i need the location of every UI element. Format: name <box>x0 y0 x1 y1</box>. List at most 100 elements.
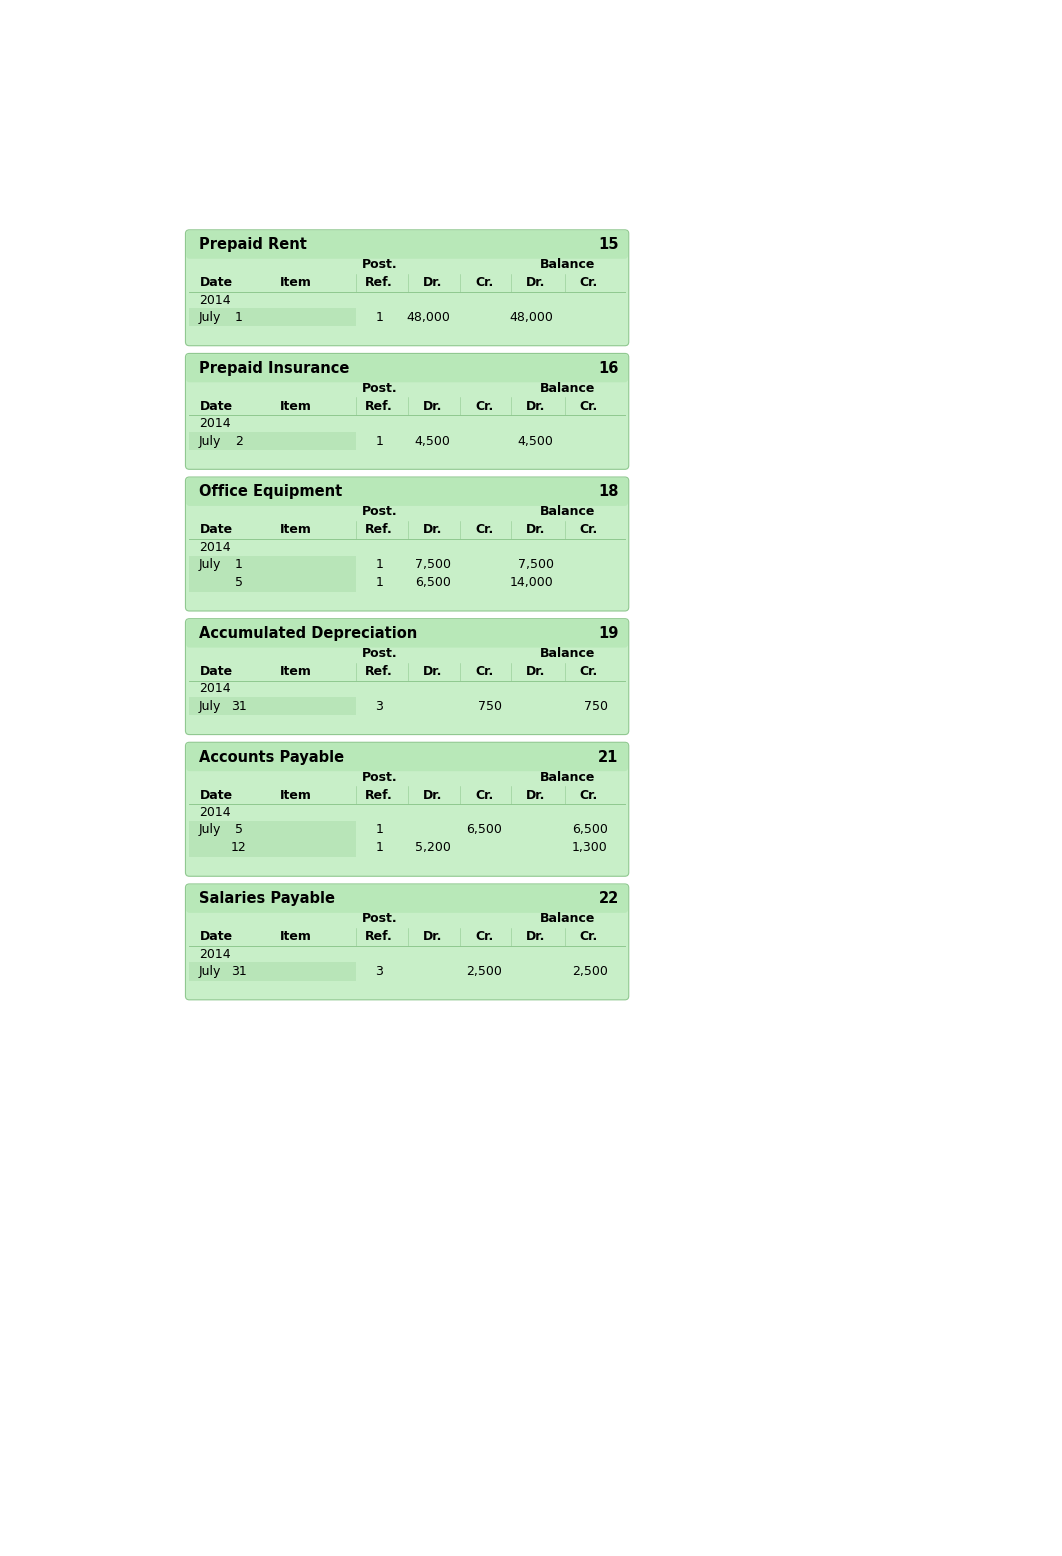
Text: Accounts Payable: Accounts Payable <box>200 750 344 764</box>
FancyBboxPatch shape <box>186 884 629 1001</box>
Text: Date: Date <box>200 664 234 678</box>
Text: Cr.: Cr. <box>580 400 598 412</box>
Text: 2,500: 2,500 <box>466 965 502 979</box>
Text: Item: Item <box>279 277 311 289</box>
Text: 18: 18 <box>598 484 619 499</box>
Text: 48,000: 48,000 <box>407 311 450 324</box>
Text: Balance: Balance <box>541 647 596 660</box>
Text: Dr.: Dr. <box>526 789 546 801</box>
Text: Cr.: Cr. <box>476 277 494 289</box>
Text: Cr.: Cr. <box>580 930 598 943</box>
Text: 2,500: 2,500 <box>572 965 607 979</box>
Text: Ref.: Ref. <box>365 789 393 801</box>
Text: Dr.: Dr. <box>423 523 443 537</box>
Text: Prepaid Rent: Prepaid Rent <box>200 237 307 252</box>
Text: July: July <box>199 700 221 713</box>
Text: 31: 31 <box>232 700 246 713</box>
Text: Dr.: Dr. <box>423 277 443 289</box>
Text: 1: 1 <box>375 311 383 324</box>
Text: 2014: 2014 <box>199 294 230 307</box>
Text: Dr.: Dr. <box>423 400 443 412</box>
Text: 2014: 2014 <box>199 417 230 429</box>
Text: Item: Item <box>279 400 311 412</box>
Text: Post.: Post. <box>361 258 397 271</box>
Text: Date: Date <box>200 523 234 537</box>
Bar <box>189 555 356 574</box>
Text: 4,500: 4,500 <box>517 434 553 448</box>
Text: 1: 1 <box>375 823 383 837</box>
Text: 2014: 2014 <box>199 948 230 960</box>
Text: 19: 19 <box>598 626 619 641</box>
Text: 7,500: 7,500 <box>517 559 553 571</box>
FancyBboxPatch shape <box>186 478 628 506</box>
Text: Date: Date <box>200 400 234 412</box>
Text: Balance: Balance <box>541 506 596 518</box>
Text: 12: 12 <box>232 842 246 854</box>
Text: Cr.: Cr. <box>580 277 598 289</box>
Text: Dr.: Dr. <box>423 664 443 678</box>
Text: Salaries Payable: Salaries Payable <box>200 892 336 906</box>
Text: 4,500: 4,500 <box>414 434 450 448</box>
Text: July: July <box>199 965 221 979</box>
Text: 5: 5 <box>235 576 243 590</box>
Text: Item: Item <box>279 789 311 801</box>
Text: Dr.: Dr. <box>526 523 546 537</box>
Text: Dr.: Dr. <box>526 664 546 678</box>
Text: Balance: Balance <box>541 912 596 926</box>
FancyBboxPatch shape <box>186 885 628 913</box>
Text: Dr.: Dr. <box>423 930 443 943</box>
Text: Post.: Post. <box>361 647 397 660</box>
Text: 2014: 2014 <box>199 806 230 818</box>
Text: 21: 21 <box>598 750 619 764</box>
Bar <box>189 822 356 839</box>
Text: 3: 3 <box>375 965 383 979</box>
Text: 48,000: 48,000 <box>510 311 553 324</box>
Text: 1: 1 <box>375 434 383 448</box>
Text: Balance: Balance <box>541 381 596 395</box>
Text: Ref.: Ref. <box>365 277 393 289</box>
Text: 6,500: 6,500 <box>466 823 502 837</box>
Text: Dr.: Dr. <box>423 789 443 801</box>
Text: 5: 5 <box>235 823 243 837</box>
FancyBboxPatch shape <box>186 355 628 383</box>
FancyBboxPatch shape <box>186 230 628 258</box>
Text: Date: Date <box>200 277 234 289</box>
Text: Cr.: Cr. <box>476 664 494 678</box>
Text: 5,200: 5,200 <box>414 842 450 854</box>
Text: Item: Item <box>279 523 311 537</box>
Text: 750: 750 <box>584 700 607 713</box>
Text: 7,500: 7,500 <box>414 559 450 571</box>
Text: Post.: Post. <box>361 506 397 518</box>
Text: Prepaid Insurance: Prepaid Insurance <box>200 361 349 375</box>
Text: Post.: Post. <box>361 381 397 395</box>
Text: Cr.: Cr. <box>476 523 494 537</box>
Text: Ref.: Ref. <box>365 930 393 943</box>
Text: 31: 31 <box>232 965 246 979</box>
Bar <box>189 574 356 591</box>
Text: 15: 15 <box>598 237 619 252</box>
FancyBboxPatch shape <box>186 619 629 734</box>
Text: Ref.: Ref. <box>365 523 393 537</box>
Text: 1: 1 <box>235 311 243 324</box>
Text: 750: 750 <box>478 700 502 713</box>
Text: July: July <box>199 823 221 837</box>
Text: Dr.: Dr. <box>526 930 546 943</box>
Text: Date: Date <box>200 930 234 943</box>
Text: Cr.: Cr. <box>580 789 598 801</box>
Text: 6,500: 6,500 <box>572 823 607 837</box>
Text: Ref.: Ref. <box>365 400 393 412</box>
Text: Dr.: Dr. <box>526 277 546 289</box>
Text: Balance: Balance <box>541 258 596 271</box>
Text: Accumulated Depreciation: Accumulated Depreciation <box>200 626 417 641</box>
FancyBboxPatch shape <box>186 619 628 647</box>
Text: Cr.: Cr. <box>580 523 598 537</box>
Bar <box>189 433 356 450</box>
Text: Dr.: Dr. <box>526 400 546 412</box>
Text: 1,300: 1,300 <box>572 842 607 854</box>
Text: Cr.: Cr. <box>580 664 598 678</box>
Bar <box>189 308 356 327</box>
Text: 16: 16 <box>598 361 619 375</box>
Text: Cr.: Cr. <box>476 930 494 943</box>
Text: Item: Item <box>279 664 311 678</box>
Text: Cr.: Cr. <box>476 789 494 801</box>
